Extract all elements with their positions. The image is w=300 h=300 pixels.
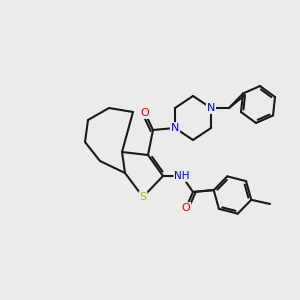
Text: N: N (171, 123, 179, 133)
Text: N: N (207, 103, 215, 113)
Text: O: O (141, 108, 149, 118)
Text: NH: NH (174, 171, 190, 181)
Text: O: O (182, 203, 190, 213)
Text: S: S (140, 192, 147, 202)
